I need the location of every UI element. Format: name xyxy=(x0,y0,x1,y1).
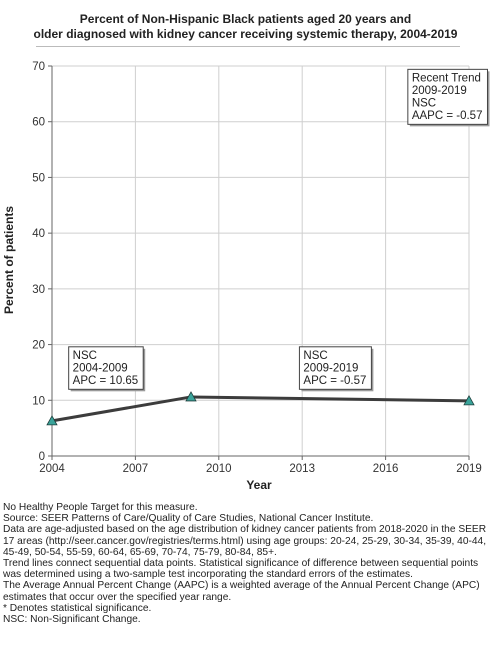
annotation-text-line: 2009-2019 xyxy=(412,85,467,97)
annotation-text-line: AAPC = -0.57 xyxy=(412,110,483,122)
line-chart: 0 10 20 30 40 50 60 70 2004 2007 2010 2013 2016 2019… xyxy=(2,61,490,492)
footnotes: No Healthy People Target for this measur… xyxy=(3,502,489,625)
y-tick-label: 30 xyxy=(32,284,45,296)
data-point-marker xyxy=(463,395,475,406)
footnote-line: * Denotes statistical significance. xyxy=(3,602,152,614)
annotation-frame xyxy=(68,346,144,390)
x-tick-label: 2010 xyxy=(206,463,232,475)
y-tick-label: 50 xyxy=(32,172,45,184)
annotation-text-line: NSC xyxy=(73,350,97,362)
y-axis-label: Percent of patients xyxy=(2,206,16,314)
annotation-frame xyxy=(298,346,372,390)
y-tick-label: 10 xyxy=(32,395,45,407)
annotation-text-line: APC = 10.65 xyxy=(73,375,139,387)
footnote-line: Source: SEER Patterns of Care/Quality of… xyxy=(3,513,374,525)
x-tick-label: 2007 xyxy=(123,463,149,475)
annotation-text-line: APC = -0.57 xyxy=(303,375,366,387)
annotation-text-line: NSC xyxy=(412,97,436,109)
x-tick-label: 2004 xyxy=(39,463,65,475)
y-tick-label: 70 xyxy=(32,61,45,73)
title-divider xyxy=(36,46,460,47)
data-point-marker xyxy=(185,391,197,402)
footnote-line: Trend lines connect sequential data poin… xyxy=(3,558,479,581)
annotation-text-line: NSC xyxy=(303,350,327,362)
footnote-line: NSC: Non-Significant Change. xyxy=(3,614,141,626)
y-axis-ticks: 0 10 20 30 40 50 60 70 xyxy=(32,61,52,463)
x-axis-label: Year xyxy=(246,478,272,492)
footnote-line: The Average Annual Percent Change (AAPC)… xyxy=(3,580,480,603)
annotation-text-line: 2009-2019 xyxy=(303,362,358,374)
annotation-frame xyxy=(407,68,488,125)
y-tick-label: 60 xyxy=(32,117,45,129)
x-tick-label: 2016 xyxy=(373,463,399,475)
data-series xyxy=(46,391,475,426)
axes xyxy=(51,66,469,457)
y-tick-label: 40 xyxy=(32,228,45,240)
annotation-text-line: Recent Trend xyxy=(412,72,481,84)
footnote-line: Data are age-adjusted based on the age d… xyxy=(3,524,487,558)
chart-title-line-2: older diagnosed with kidney cancer recei… xyxy=(33,27,458,41)
chart-title: Percent of Non-Hispanic Black patients a… xyxy=(0,12,491,42)
x-axis-ticks: 2004 2007 2010 2013 2016 2019 xyxy=(39,456,482,475)
annotation-text-line: 2004-2009 xyxy=(73,362,128,374)
y-tick-label: 0 xyxy=(39,451,45,463)
y-tick-label: 20 xyxy=(32,340,45,352)
x-tick-label: 2013 xyxy=(289,463,315,475)
chart-title-line-1: Percent of Non-Hispanic Black patients a… xyxy=(79,12,412,26)
data-point-marker xyxy=(46,415,58,426)
footnote-line: No Healthy People Target for this measur… xyxy=(3,502,198,513)
x-tick-label: 2019 xyxy=(456,463,482,475)
